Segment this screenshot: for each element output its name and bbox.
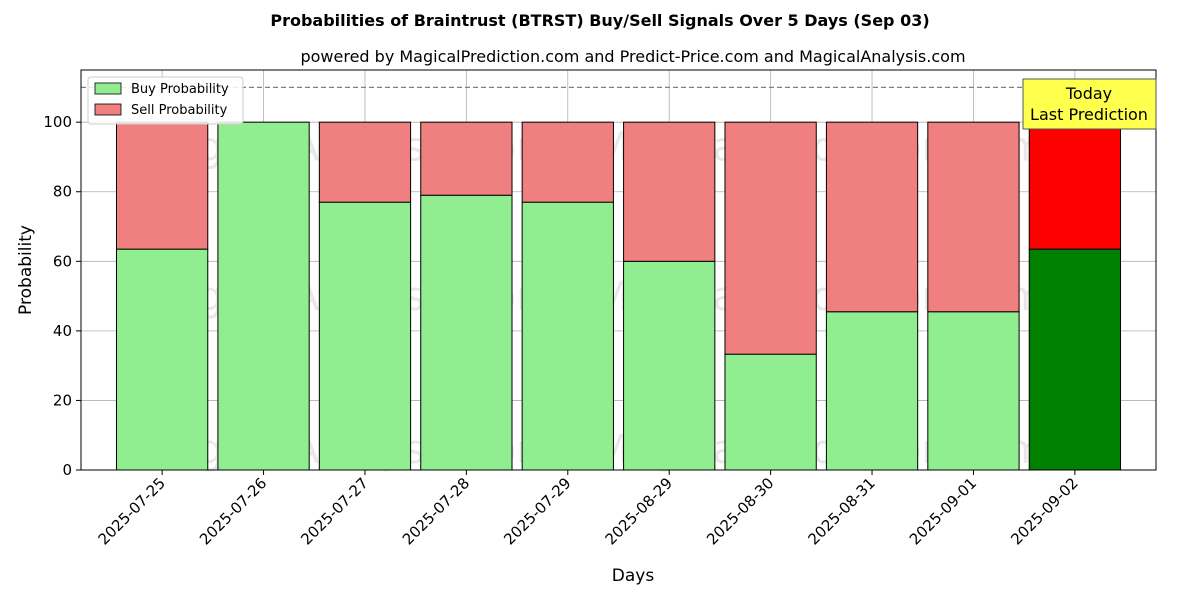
buy-bar xyxy=(927,311,1020,471)
y-tick-label: 0 xyxy=(62,461,72,479)
x-tick-label: 2025-08-30 xyxy=(703,474,777,548)
today-annotation-line1: Today xyxy=(1065,84,1112,103)
x-tick-label: 2025-08-31 xyxy=(804,474,878,548)
x-tick-label: 2025-09-01 xyxy=(906,474,980,548)
sell-bar xyxy=(1028,121,1122,250)
sell-bar xyxy=(825,121,919,313)
y-tick-label: 20 xyxy=(53,391,72,409)
today-annotation-line2: Last Prediction xyxy=(1030,105,1148,124)
y-axis: 0 20 40 60 80 100 xyxy=(43,113,81,479)
buy-bar xyxy=(318,201,412,471)
x-tick-label: 2025-07-25 xyxy=(95,474,169,548)
sell-bar xyxy=(420,121,513,196)
buy-bar xyxy=(1028,248,1122,471)
y-tick-label: 100 xyxy=(43,113,72,131)
today-annotation-box xyxy=(1022,78,1157,130)
legend-buy-label: Buy Probability xyxy=(131,82,229,97)
y-tick-label: 60 xyxy=(53,252,72,270)
sell-bar xyxy=(724,121,817,355)
x-tick-label: 2025-07-28 xyxy=(399,474,473,548)
buy-bar xyxy=(825,311,919,471)
buy-bar xyxy=(420,194,513,471)
y-tick-label: 80 xyxy=(53,183,72,201)
sell-bar xyxy=(623,121,716,262)
legend: Buy Probability Sell Probability xyxy=(87,76,244,125)
x-axis-label: Days xyxy=(612,566,655,586)
x-tick-label: 2025-07-29 xyxy=(500,474,574,548)
sell-bar xyxy=(927,121,1020,313)
buy-bar xyxy=(217,121,310,471)
sell-bar xyxy=(318,121,412,203)
x-tick-label: 2025-07-26 xyxy=(196,474,270,548)
bars-layer xyxy=(115,121,1122,471)
x-tick-label: 2025-07-27 xyxy=(297,474,371,548)
plot-frame xyxy=(80,69,1157,471)
sell-bar xyxy=(115,121,209,250)
y-axis-label: Probability xyxy=(16,225,36,315)
buy-bar xyxy=(623,260,716,471)
x-tick-label: 2025-08-29 xyxy=(602,474,676,548)
chart-subtitle: powered by MagicalPrediction.com and Pre… xyxy=(300,47,965,66)
legend-sell-swatch xyxy=(94,103,122,116)
legend-buy-swatch xyxy=(94,82,122,95)
sell-bar xyxy=(521,121,614,203)
today-annotation: Today Last Prediction xyxy=(1022,78,1157,130)
x-axis: 2025-07-25 2025-07-26 2025-07-27 2025-07-28… xyxy=(95,470,1082,548)
chart-title: Probabilities of Braintrust (BTRST) Buy/… xyxy=(270,11,929,30)
legend-sell-label: Sell Probability xyxy=(131,103,228,118)
buy-bar xyxy=(724,353,817,471)
buy-bar xyxy=(115,248,209,471)
buy-bar xyxy=(521,201,614,471)
x-tick-label: 2025-09-02 xyxy=(1007,474,1081,548)
legend-box xyxy=(87,76,244,125)
y-tick-label: 40 xyxy=(53,322,72,340)
